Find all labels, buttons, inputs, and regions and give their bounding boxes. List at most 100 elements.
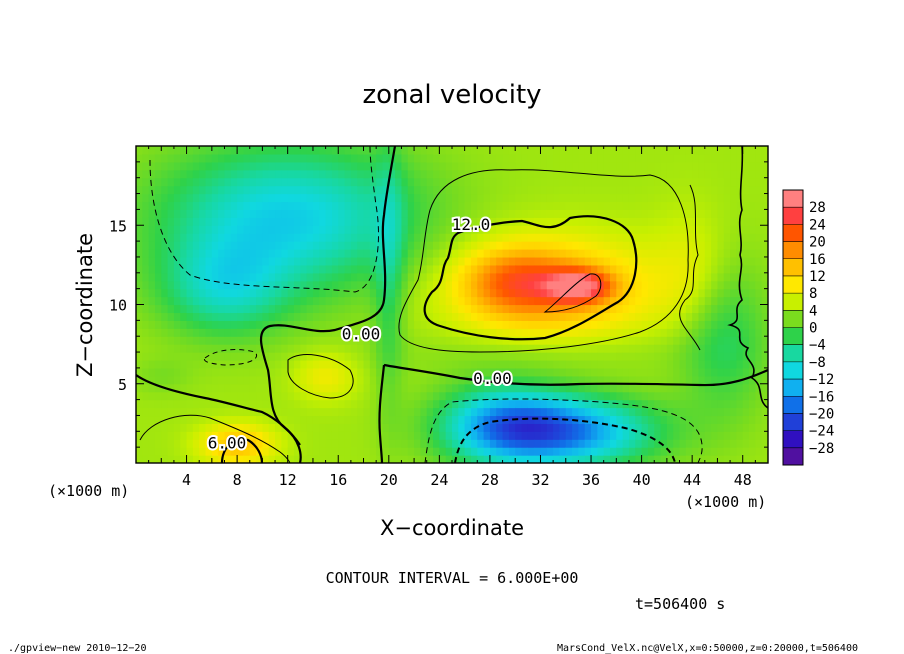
heatmap-cell — [180, 407, 188, 417]
heatmap-cell — [268, 328, 276, 337]
heatmap-cell — [578, 146, 586, 155]
heatmap-cell — [414, 312, 421, 321]
heatmap-cell — [565, 431, 573, 440]
contour-label: 0.00 — [342, 324, 381, 343]
heatmap-cell — [452, 367, 459, 377]
heatmap-cell — [723, 161, 731, 171]
heatmap-cell — [142, 288, 150, 298]
heatmap-cell — [331, 201, 339, 210]
heatmap-cell — [515, 161, 523, 171]
heatmap-cell — [300, 367, 308, 377]
heatmap-cell — [641, 225, 649, 234]
heatmap-cell — [496, 241, 504, 250]
heatmap-cell — [205, 328, 213, 337]
heatmap-cell — [344, 185, 352, 195]
heatmap-cell — [344, 201, 352, 210]
heatmap-cell — [218, 423, 226, 432]
heatmap-cell — [319, 193, 327, 203]
heatmap-cell — [249, 296, 257, 306]
heatmap-cell — [407, 423, 415, 432]
heatmap-cell — [395, 225, 403, 234]
heatmap-cell — [237, 146, 245, 155]
heatmap-cell — [628, 431, 636, 440]
heatmap-cell — [363, 249, 371, 258]
heatmap-cell — [628, 193, 636, 203]
heatmap-cell — [199, 415, 207, 424]
heatmap-cell — [249, 146, 257, 155]
heatmap-cell — [591, 201, 598, 210]
heatmap-cell — [647, 177, 655, 187]
heatmap-cell — [388, 249, 396, 258]
heatmap-cell — [369, 209, 377, 218]
heatmap-cell — [237, 217, 245, 226]
heatmap-cell — [534, 344, 542, 353]
heatmap-cell — [401, 169, 409, 179]
heatmap-cell — [275, 439, 282, 448]
heatmap-cell — [584, 304, 592, 314]
heatmap-cell — [186, 359, 194, 369]
heatmap-cell — [338, 225, 346, 234]
heatmap-cell — [281, 217, 289, 226]
heatmap-cell — [256, 249, 263, 258]
heatmap-cell — [275, 296, 282, 306]
heatmap-cell — [300, 296, 308, 306]
heatmap-cell — [281, 431, 289, 440]
heatmap-cell — [331, 320, 339, 329]
heatmap-cell — [685, 161, 693, 171]
heatmap-cell — [230, 161, 238, 171]
heatmap-cell — [597, 225, 605, 234]
heatmap-cell — [237, 391, 245, 401]
heatmap-cell — [363, 201, 371, 210]
heatmap-cell — [344, 288, 352, 298]
heatmap-cell — [565, 241, 573, 250]
heatmap-cell — [660, 264, 668, 274]
heatmap-cell — [635, 423, 643, 432]
heatmap-cell — [319, 272, 327, 282]
heatmap-cell — [647, 161, 655, 171]
heatmap-cell — [685, 280, 693, 290]
heatmap-cell — [312, 296, 320, 306]
heatmap-cell — [477, 383, 485, 393]
heatmap-cell — [180, 225, 188, 234]
heatmap-cell — [205, 455, 213, 463]
heatmap-cell — [742, 249, 750, 258]
heatmap-cell — [388, 264, 396, 274]
heatmap-cell — [622, 344, 630, 353]
heatmap-cell — [414, 241, 421, 250]
heatmap-cell — [420, 439, 428, 448]
heatmap-cell — [376, 185, 384, 195]
heatmap-cell — [395, 423, 403, 432]
heatmap-cell — [230, 225, 238, 234]
heatmap-cell — [205, 241, 213, 250]
heatmap-cell — [635, 359, 643, 369]
heatmap-cell — [401, 415, 409, 424]
heatmap-cell — [243, 225, 251, 234]
heatmap-cell — [647, 304, 655, 314]
heatmap-cell — [319, 169, 327, 179]
heatmap-cell — [597, 272, 605, 282]
heatmap-cell — [673, 185, 681, 195]
heatmap-cell — [742, 328, 750, 337]
heatmap-cell — [685, 328, 693, 337]
heatmap-cell — [515, 447, 523, 456]
heatmap-cell — [167, 296, 175, 306]
heatmap-cell — [218, 344, 226, 353]
heatmap-cell — [489, 328, 497, 337]
heatmap-cell — [350, 383, 358, 393]
heatmap-cell — [578, 391, 586, 401]
heatmap-cell — [136, 447, 143, 456]
heatmap-cell — [281, 256, 289, 266]
heatmap-cell — [363, 280, 371, 290]
heatmap-cell — [730, 431, 737, 440]
heatmap-cell — [439, 169, 447, 179]
heatmap-cell — [294, 312, 301, 321]
heatmap-cell — [420, 201, 428, 210]
heatmap-cell — [603, 169, 611, 179]
heatmap-cell — [218, 153, 226, 163]
heatmap-cell — [161, 367, 169, 377]
heatmap-cell — [167, 336, 175, 345]
heatmap-cell — [483, 256, 491, 266]
heatmap-cell — [268, 209, 276, 218]
heatmap-cell — [426, 312, 434, 321]
heatmap-cell — [692, 352, 700, 361]
